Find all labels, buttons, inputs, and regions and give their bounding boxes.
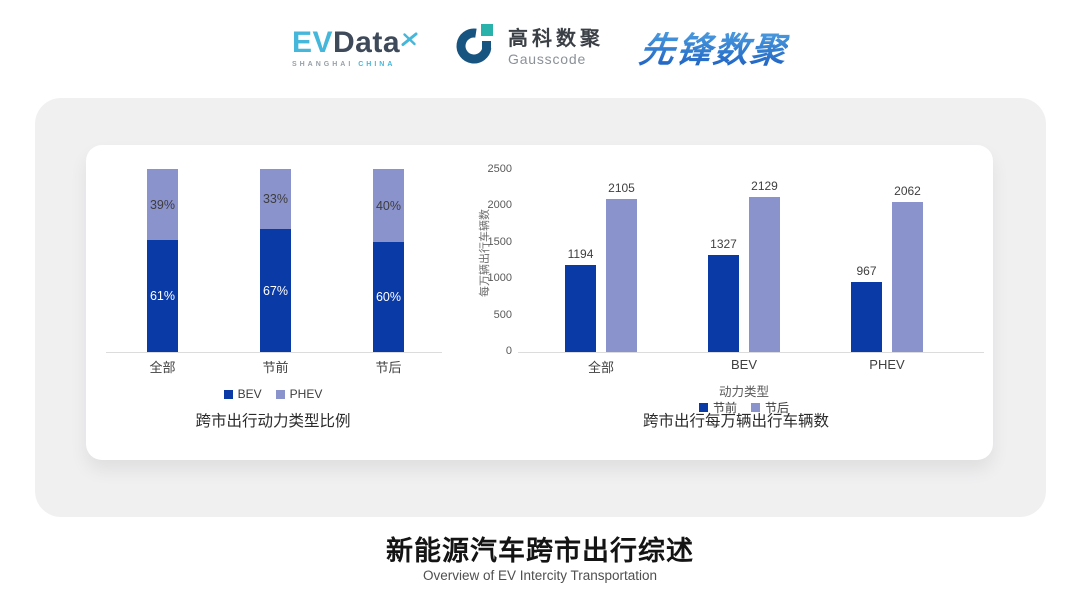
stacked-bar: 39% 61% [147, 169, 178, 352]
charts-panel: 39% 61% 全部 33% 67% 节前 40% 60% 节后 BEV PHEV 跨市出行动力类型比… [35, 98, 1046, 517]
legend-label: 节后 [765, 401, 790, 415]
x-category-label: 全部 [587, 360, 614, 375]
bar-value-label: 2129 [751, 179, 778, 193]
x-axis-title: 动力类型 [718, 385, 769, 399]
evdata-logo: EV Data SHANGHAI CHINA [291, 25, 418, 68]
y-tick-label: 1000 [487, 272, 512, 285]
evdata-ev-text: EV [291, 25, 333, 59]
chart-title: 跨市出行动力类型比例 [195, 413, 351, 430]
charts-card: 39% 61% 全部 33% 67% 节前 40% 60% 节后 BEV PHEV 跨市出行动力类型比… [86, 145, 993, 460]
legend-label: PHEV [289, 387, 323, 401]
y-tick-label: 1500 [487, 235, 512, 248]
legend-swatch [751, 403, 760, 412]
y-tick-label: 2000 [487, 199, 512, 212]
power-type-ratio-chart: 39% 61% 全部 33% 67% 节前 40% 60% 节后 BEV PHEV 跨市出行动力类型比… [106, 145, 442, 460]
legend-item: 节后 [751, 399, 789, 416]
legend-label: BEV [237, 387, 262, 401]
evdata-subtitle-shanghai: SHANGHAI [291, 60, 354, 68]
xianfeng-shuju-logo: 先锋数聚 [636, 22, 791, 73]
x-category-label: 全部 [149, 360, 176, 375]
y-tick-label: 500 [493, 308, 512, 321]
gausscode-g-icon [454, 22, 498, 73]
bar [892, 202, 923, 352]
legend: BEV PHEV [108, 387, 438, 401]
y-tick-label: 2500 [487, 163, 512, 175]
bar-segment-phev: 33% [260, 169, 291, 229]
legend-label: 节前 [712, 401, 737, 415]
bar-value-label: 1327 [710, 237, 737, 251]
trips-per-10k-chart: 0 500 1000 1500 2000 2500 每万辆出行车辆数 1194 2105 全部 13… [456, 145, 996, 460]
logo-row: EV Data SHANGHAI CHINA [0, 22, 1080, 73]
x-category-label: 节后 [375, 360, 402, 375]
legend-swatch [223, 389, 233, 399]
legend-item: 节前 [698, 399, 737, 416]
bar [565, 265, 596, 352]
x-axis-line [518, 352, 984, 353]
bar-segment-bev: 67% [260, 229, 291, 352]
gausscode-logo: 高科数聚 Gausscode [454, 22, 604, 73]
chart-title: 跨市出行每万辆出行车辆数 [642, 413, 829, 430]
x-category-label: PHEV [869, 357, 905, 372]
legend-item: PHEV [275, 387, 323, 401]
evdata-data-text: Data [332, 25, 401, 59]
bar-value-label: 2105 [608, 181, 635, 195]
legend-item: BEV [223, 387, 262, 401]
evdata-x-icon [401, 24, 418, 54]
page-subtitle: Overview of EV Intercity Transportation [422, 568, 658, 583]
bar [851, 282, 882, 352]
legend-swatch [698, 403, 708, 412]
x-category-label: BEV [730, 357, 757, 372]
evdata-wordmark: EV Data [291, 25, 418, 59]
bar-value-label: 1194 [567, 247, 594, 261]
bar-value-label: 2062 [894, 184, 921, 198]
stacked-bar: 40% 60% [373, 169, 404, 352]
bar-segment-phev: 40% [373, 169, 404, 242]
bar [708, 255, 739, 352]
legend: 节前 节后 [544, 399, 944, 416]
stacked-bar: 33% 67% [260, 169, 291, 352]
bar-segment-bev: 60% [373, 242, 404, 352]
bar-segment-phev: 39% [147, 169, 178, 240]
evdata-subtitle-china: CHINA [358, 60, 396, 68]
y-tick-label: 0 [505, 345, 512, 357]
gausscode-en-text: Gausscode [508, 51, 587, 67]
y-axis-title: 每万辆出行车辆数 [479, 209, 491, 297]
bar-segment-bev: 61% [147, 240, 178, 352]
bar [749, 197, 780, 352]
gausscode-cn-text: 高科数聚 [508, 28, 605, 50]
x-axis-line [106, 352, 442, 353]
page-title: 新能源汽车跨市出行综述 [386, 536, 694, 566]
gausscode-text: 高科数聚 Gausscode [508, 28, 604, 67]
legend-swatch [275, 389, 285, 399]
x-category-label: 节前 [262, 360, 289, 375]
evdata-subtitle: SHANGHAI CHINA [292, 61, 418, 68]
bar-value-label: 967 [856, 264, 877, 278]
bar [606, 199, 637, 352]
